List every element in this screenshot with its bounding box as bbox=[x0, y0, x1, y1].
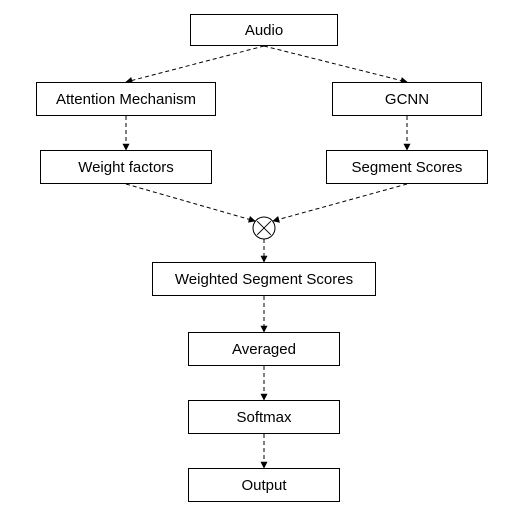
node-label: Weight factors bbox=[78, 159, 174, 176]
node-attention: Attention Mechanism bbox=[36, 82, 216, 116]
edge-segscores-multiply bbox=[273, 184, 407, 221]
node-output: Output bbox=[188, 468, 340, 502]
edges-layer bbox=[0, 0, 528, 518]
node-weighted: Weighted Segment Scores bbox=[152, 262, 376, 296]
node-audio: Audio bbox=[190, 14, 338, 46]
edge-audio-gcnn bbox=[264, 46, 407, 82]
node-label: Attention Mechanism bbox=[56, 91, 196, 108]
node-label: Weighted Segment Scores bbox=[175, 271, 353, 288]
node-label: Averaged bbox=[232, 341, 296, 358]
edge-audio-attention bbox=[126, 46, 264, 82]
node-averaged: Averaged bbox=[188, 332, 340, 366]
node-segscores: Segment Scores bbox=[326, 150, 488, 184]
node-gcnn: GCNN bbox=[332, 82, 482, 116]
node-label: Audio bbox=[245, 22, 283, 39]
node-weights: Weight factors bbox=[40, 150, 212, 184]
node-label: Softmax bbox=[236, 409, 291, 426]
edge-weights-multiply bbox=[126, 184, 255, 221]
node-label: Segment Scores bbox=[352, 159, 463, 176]
node-softmax: Softmax bbox=[188, 400, 340, 434]
node-label: GCNN bbox=[385, 91, 429, 108]
node-label: Output bbox=[241, 477, 286, 494]
